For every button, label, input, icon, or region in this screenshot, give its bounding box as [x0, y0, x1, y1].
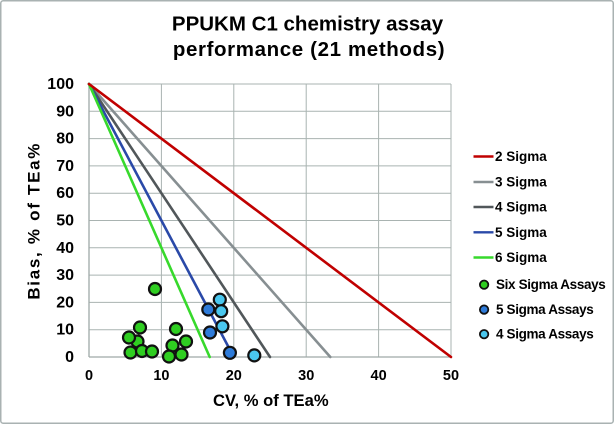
svg-text:50: 50: [443, 368, 459, 384]
svg-text:Six Sigma Assays: Six Sigma Assays: [496, 277, 605, 292]
svg-text:CV, % of TEa%: CV, % of TEa%: [213, 391, 329, 410]
svg-text:0: 0: [65, 349, 74, 366]
svg-text:70: 70: [56, 158, 74, 175]
svg-text:40: 40: [371, 368, 387, 384]
svg-text:100: 100: [47, 76, 74, 93]
svg-text:performance (21 methods): performance (21 methods): [173, 38, 445, 61]
svg-text:5 Sigma Assays: 5 Sigma Assays: [496, 302, 593, 317]
svg-text:4 Sigma: 4 Sigma: [495, 200, 547, 215]
svg-text:3 Sigma: 3 Sigma: [495, 175, 547, 190]
svg-text:Bias, % of TEa%: Bias, % of TEa%: [25, 142, 44, 300]
svg-text:6 Sigma: 6 Sigma: [495, 250, 547, 265]
svg-text:10: 10: [56, 322, 74, 339]
svg-text:5 Sigma: 5 Sigma: [495, 225, 547, 240]
svg-text:80: 80: [56, 131, 74, 148]
svg-text:30: 30: [298, 368, 314, 384]
svg-text:4 Sigma Assays: 4 Sigma Assays: [496, 327, 593, 342]
svg-text:40: 40: [56, 240, 74, 257]
svg-text:90: 90: [56, 103, 74, 120]
svg-text:20: 20: [226, 368, 242, 384]
svg-text:50: 50: [56, 213, 74, 230]
svg-text:2 Sigma: 2 Sigma: [495, 149, 547, 164]
svg-text:30: 30: [56, 267, 74, 284]
svg-text:60: 60: [56, 185, 74, 202]
svg-text:10: 10: [153, 368, 169, 384]
svg-text:0: 0: [85, 368, 93, 384]
svg-text:PPUKM C1 chemistry assay: PPUKM C1 chemistry assay: [172, 13, 444, 36]
svg-text:20: 20: [56, 294, 74, 311]
